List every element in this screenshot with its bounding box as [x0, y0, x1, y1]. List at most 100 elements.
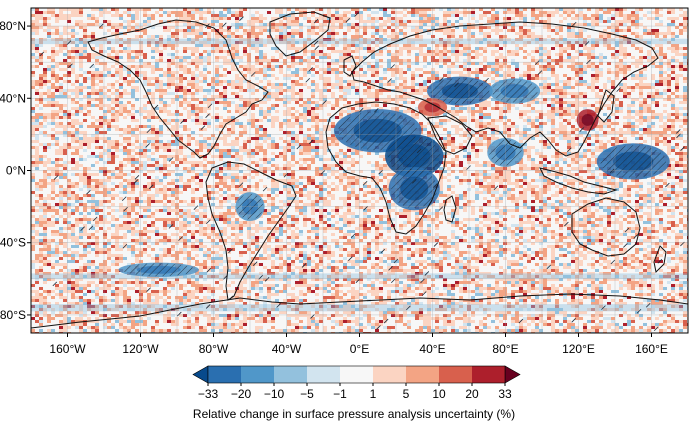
field-cell: [599, 146, 603, 149]
field-cell: [439, 125, 443, 128]
field-cell: [115, 89, 119, 92]
field-cell: [199, 11, 203, 14]
field-cell: [115, 53, 119, 56]
field-cell: [475, 71, 479, 74]
field-cell: [319, 119, 323, 122]
field-cell: [283, 62, 287, 65]
field-cell: [615, 122, 619, 125]
field-cell: [671, 8, 675, 11]
field-cell: [271, 23, 275, 26]
field-cell: [143, 116, 147, 119]
field-cell: [403, 32, 407, 35]
field-cell: [335, 8, 339, 11]
field-cell: [35, 29, 39, 32]
field-cell: [191, 95, 195, 98]
field-cell: [499, 101, 503, 104]
field-cell: [255, 56, 259, 59]
field-cell: [643, 86, 647, 89]
field-cell: [379, 77, 383, 80]
field-cell: [351, 35, 355, 38]
field-cell: [331, 32, 335, 35]
field-cell: [543, 11, 547, 14]
field-cell: [483, 47, 487, 50]
field-cell: [355, 29, 359, 32]
field-cell: [147, 158, 151, 161]
field-cell: [519, 110, 523, 113]
field-cell: [63, 59, 67, 62]
field-cell: [411, 74, 415, 77]
field-cell: [339, 14, 343, 17]
field-cell: [643, 104, 647, 107]
field-cell: [607, 17, 611, 20]
field-cell: [207, 56, 211, 59]
field-cell: [355, 104, 359, 107]
field-cell: [283, 146, 287, 149]
field-cell: [555, 155, 559, 158]
field-cell: [451, 44, 455, 47]
field-cell: [107, 107, 111, 110]
field-cell: [351, 38, 355, 41]
field-cell: [459, 65, 463, 68]
field-cell: [567, 56, 571, 59]
field-cell: [579, 155, 583, 158]
field-cell: [455, 44, 459, 47]
field-cell: [187, 56, 191, 59]
field-cell: [227, 62, 231, 65]
field-cell: [311, 83, 315, 86]
field-cell: [315, 122, 319, 125]
field-cell: [495, 80, 499, 83]
field-cell: [51, 137, 55, 140]
field-cell: [167, 65, 171, 68]
field-cell: [559, 137, 563, 140]
field-cell: [59, 44, 63, 47]
field-cell: [283, 155, 287, 158]
field-cell: [255, 62, 259, 65]
field-cell: [227, 131, 231, 134]
field-cell: [383, 14, 387, 17]
field-cell: [215, 155, 219, 158]
field-cell: [595, 80, 599, 83]
field-cell: [463, 47, 467, 50]
field-cell: [595, 23, 599, 26]
field-cell: [299, 143, 303, 146]
field-cell: [423, 14, 427, 17]
field-cell: [651, 92, 655, 95]
field-cell: [279, 86, 283, 89]
field-cell: [223, 119, 227, 122]
field-cell: [411, 29, 415, 32]
field-cell: [63, 92, 67, 95]
field-cell: [271, 140, 275, 143]
field-cell: [511, 26, 515, 29]
field-cell: [251, 68, 255, 71]
field-cell: [603, 113, 607, 116]
field-cell: [611, 17, 615, 20]
field-cell: [343, 98, 347, 101]
field-cell: [667, 62, 671, 65]
field-cell: [659, 116, 663, 119]
field-cell: [527, 155, 531, 158]
field-cell: [539, 56, 543, 59]
field-cell: [307, 68, 311, 71]
field-cell: [279, 71, 283, 74]
field-cell: [559, 20, 563, 23]
field-cell: [511, 104, 515, 107]
field-cell: [623, 17, 627, 20]
field-cell: [651, 17, 655, 20]
field-cell: [235, 77, 239, 80]
field-cell: [635, 41, 639, 44]
field-cell: [555, 11, 559, 14]
field-cell: [671, 149, 675, 152]
field-cell: [283, 17, 287, 20]
field-cell: [455, 11, 459, 14]
field-cell: [279, 14, 283, 17]
field-cell: [299, 149, 303, 152]
field-cell: [567, 131, 571, 134]
field-cell: [159, 110, 163, 113]
field-cell: [31, 56, 35, 59]
field-cell: [603, 41, 607, 44]
field-cell: [363, 71, 367, 74]
field-cell: [119, 149, 123, 152]
field-cell: [111, 26, 115, 29]
field-cell: [191, 41, 195, 44]
field-cell: [335, 20, 339, 23]
